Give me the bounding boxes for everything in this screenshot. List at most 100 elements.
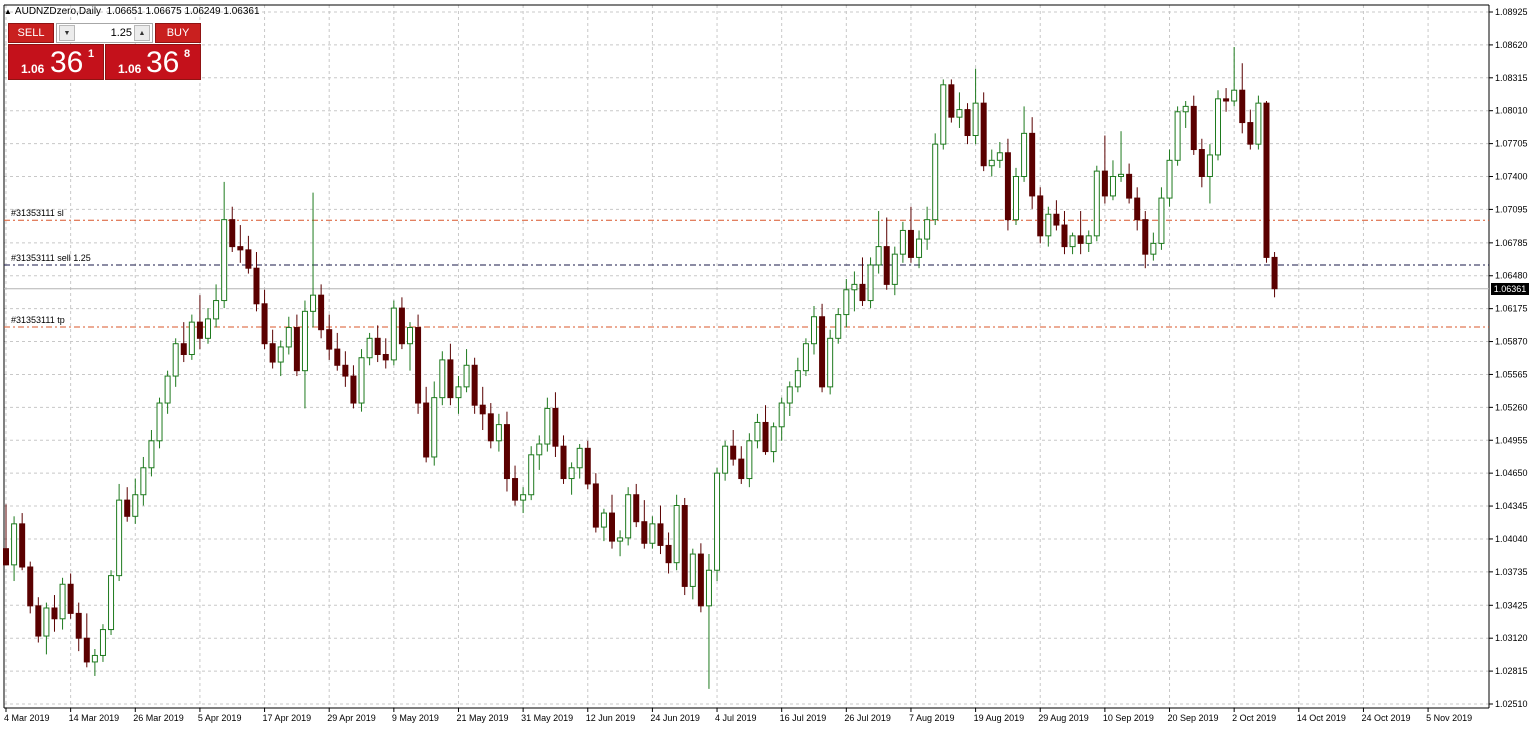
candle: [447, 343, 454, 406]
lot-increase-icon[interactable]: ▲: [134, 25, 150, 41]
candle: [544, 397, 551, 452]
candle: [1053, 200, 1060, 231]
date-tick-label: 24 Jun 2019: [650, 713, 700, 723]
date-tick-label: 14 Mar 2019: [69, 713, 120, 723]
grid-lines: [4, 5, 1489, 708]
candle: [956, 92, 963, 128]
candle: [697, 543, 704, 613]
lot-size-value[interactable]: 1.25: [110, 27, 132, 39]
candle: [1166, 149, 1173, 207]
sell-order-label[interactable]: #31353111 sell 1.25: [11, 252, 91, 263]
candle: [617, 530, 624, 557]
candle: [390, 300, 397, 366]
candle: [19, 513, 26, 571]
price-tick-label: 1.04650: [1495, 468, 1528, 478]
symbol-period: AUDNZDzero,Daily: [14, 6, 102, 17]
date-tick-label: 17 Apr 2019: [263, 713, 312, 723]
candle: [980, 92, 987, 172]
candle: [1118, 131, 1125, 182]
sell-price-prefix: 1.06: [21, 62, 45, 76]
candle: [1190, 95, 1197, 155]
buy-price-button[interactable]: 1.06 36 8: [105, 44, 201, 80]
candle: [35, 597, 42, 643]
collapse-triangle-icon[interactable]: ▲: [4, 7, 12, 16]
candle: [673, 494, 680, 571]
candle: [786, 381, 793, 416]
candle: [940, 79, 947, 150]
candle: [1206, 144, 1213, 204]
price-tick-label: 1.04345: [1495, 501, 1528, 511]
sell-price-pips: 36: [50, 46, 84, 79]
candle: [301, 300, 308, 409]
sell-button[interactable]: SELL: [8, 23, 54, 43]
candle: [916, 230, 923, 269]
take-profit-label[interactable]: #31353111 tp: [11, 314, 65, 325]
date-tick-label: 26 Jul 2019: [844, 713, 891, 723]
price-tick-label: 1.05565: [1495, 369, 1528, 379]
lot-decrease-icon[interactable]: ▼: [59, 25, 75, 41]
sell-price-button[interactable]: 1.06 36 1: [8, 44, 104, 80]
candle: [1150, 232, 1157, 261]
price-tick-label: 1.08620: [1495, 40, 1528, 50]
candle: [245, 235, 252, 274]
candle: [794, 357, 801, 393]
candle: [91, 648, 98, 676]
order-lines: [4, 219, 1489, 328]
candle: [1182, 100, 1189, 128]
price-tick-label: 1.02815: [1495, 666, 1528, 676]
price-tick-label: 1.03120: [1495, 633, 1528, 643]
candle: [99, 624, 106, 662]
candle: [722, 440, 729, 481]
candle: [1231, 47, 1238, 107]
price-tick-label: 1.08315: [1495, 73, 1528, 83]
candle: [1037, 187, 1044, 244]
date-tick-label: 29 Apr 2019: [327, 713, 376, 723]
candle: [899, 221, 906, 263]
price-tick-label: 1.08925: [1495, 7, 1528, 17]
candle: [108, 570, 115, 635]
candle: [641, 500, 648, 549]
candle: [1174, 106, 1181, 166]
price-tick-label: 1.02510: [1495, 699, 1528, 709]
candle: [665, 532, 672, 574]
candle: [1158, 187, 1165, 250]
candle: [237, 225, 244, 263]
candle: [584, 440, 591, 490]
candle: [479, 386, 486, 431]
candle: [205, 308, 211, 344]
candle: [148, 430, 155, 477]
candle: [568, 462, 575, 495]
candle: [907, 206, 914, 263]
candles: [3, 47, 1278, 689]
candle: [471, 357, 478, 414]
price-axis: 1.08925 1.08620 1.08315 1.08010 1.07705 1.074…: [1489, 7, 1528, 709]
candle: [512, 465, 519, 506]
candle: [1101, 135, 1108, 204]
candle: [730, 430, 737, 466]
candle: [649, 516, 656, 549]
lot-size-stepper[interactable]: ▼ 1.25 ▲: [56, 23, 153, 43]
candle: [277, 340, 284, 377]
price-tick-label: 1.03735: [1495, 567, 1528, 577]
candle: [681, 497, 688, 596]
candle: [932, 133, 939, 226]
candle: [1021, 106, 1028, 182]
candle: [778, 397, 785, 441]
buy-button[interactable]: BUY: [155, 23, 201, 43]
candle: [293, 314, 300, 377]
date-tick-label: 26 Mar 2019: [133, 713, 184, 723]
candle: [423, 386, 430, 463]
price-tick-label: 1.07400: [1495, 172, 1528, 182]
stop-loss-label[interactable]: #31353111 sl: [11, 208, 64, 219]
date-tick-label: 19 Aug 2019: [974, 713, 1025, 723]
candle: [487, 403, 494, 449]
candle: [964, 103, 971, 145]
candle: [746, 433, 753, 488]
candle: [1271, 252, 1278, 298]
price-tick-label: 1.05870: [1495, 337, 1528, 347]
price-tick-label: 1.07705: [1495, 139, 1528, 149]
candle: [827, 329, 834, 395]
candle: [495, 413, 502, 452]
date-tick-label: 31 May 2019: [521, 713, 573, 723]
